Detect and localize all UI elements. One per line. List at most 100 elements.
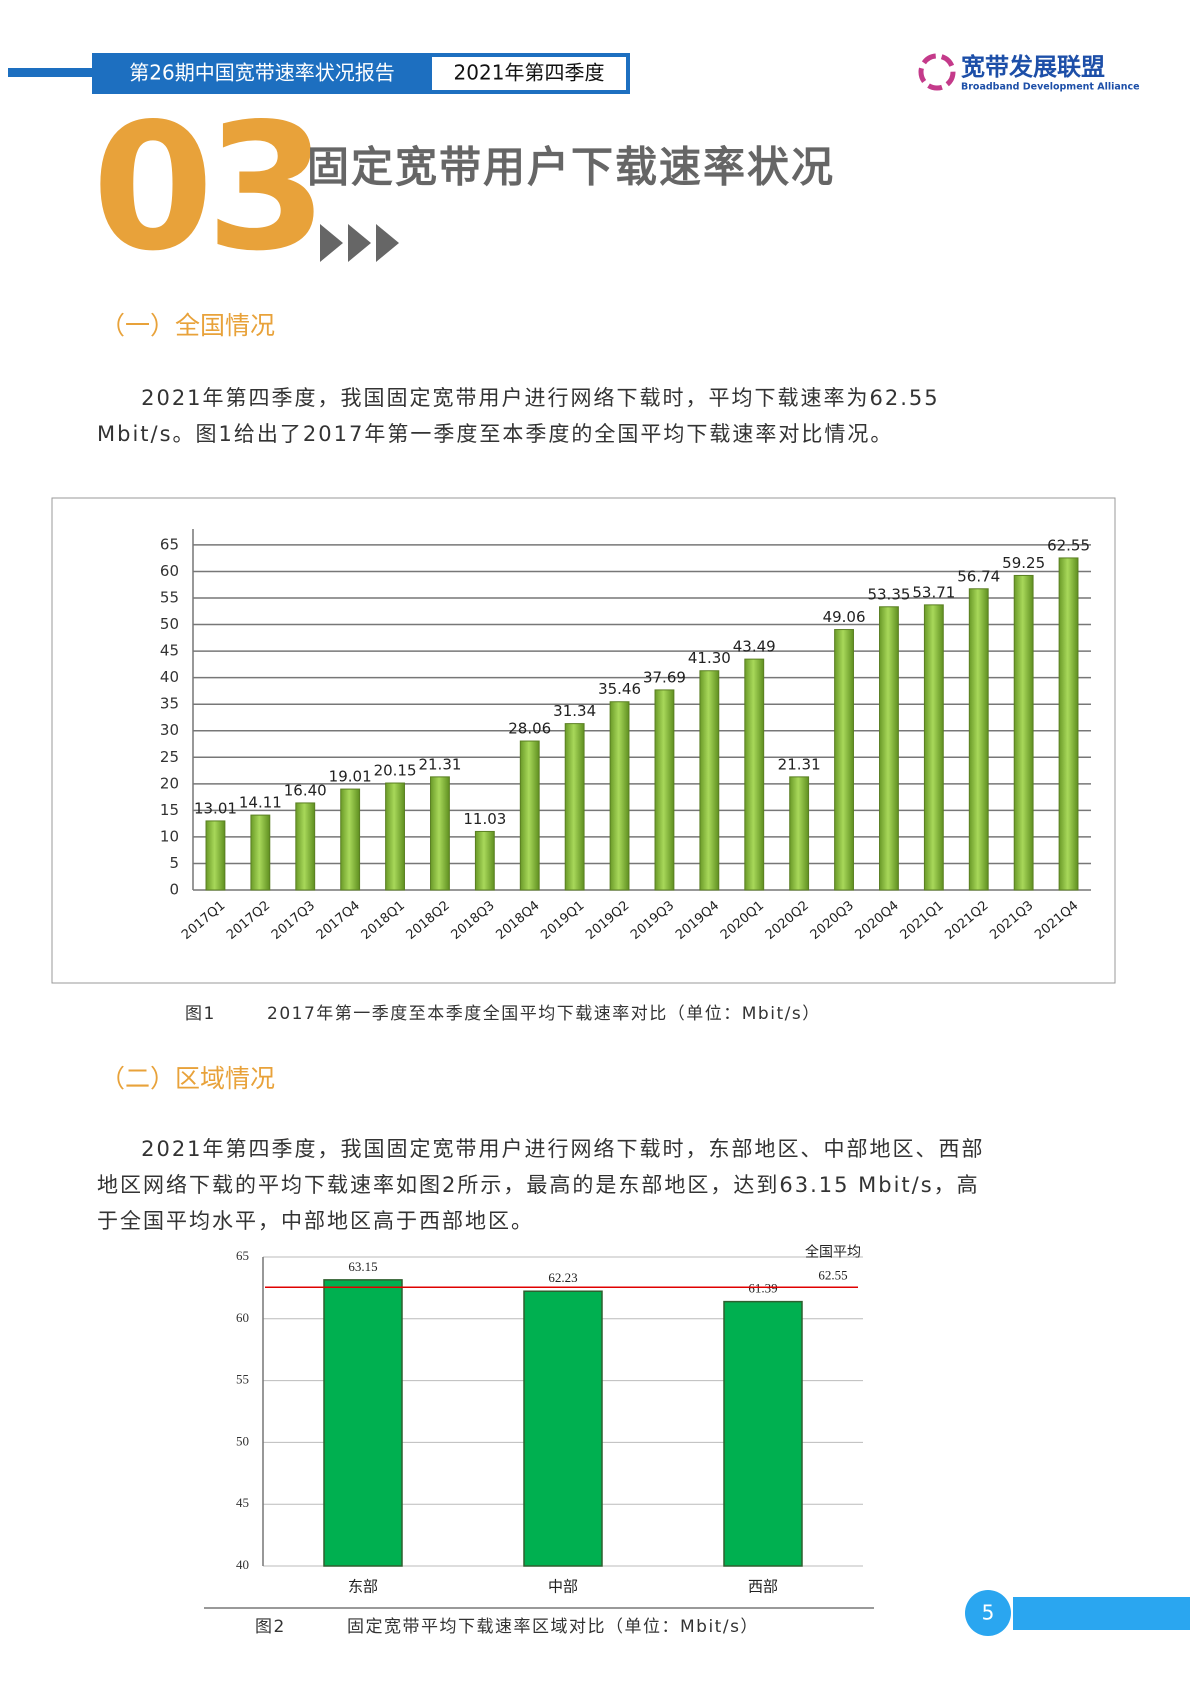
x-tick-label: 2020Q3 — [808, 898, 857, 943]
data-label: 20.15 — [374, 762, 417, 780]
bar — [968, 588, 989, 891]
x-tick-label: 2019Q2 — [583, 898, 632, 943]
data-label: 37.69 — [643, 668, 686, 686]
data-label: 59.25 — [1002, 554, 1045, 572]
data-label: 14.11 — [239, 794, 282, 812]
bar — [205, 820, 226, 891]
header-report: 第26期中国宽带速率状况报告 — [129, 61, 394, 85]
bar — [474, 830, 495, 891]
bar — [744, 658, 765, 891]
y-tick-label: 0 — [169, 881, 179, 899]
page-number: 5 — [982, 1601, 995, 1625]
bar — [834, 629, 854, 891]
data-label: 11.03 — [463, 810, 506, 828]
y-tick-label: 40 — [236, 1557, 249, 1572]
x-tick-label: 2017Q3 — [269, 898, 318, 943]
logo-icon — [918, 53, 956, 91]
bar — [523, 1290, 603, 1567]
y-tick-label: 35 — [160, 695, 179, 713]
chart1-frame — [51, 497, 1116, 984]
y-tick-label: 50 — [236, 1433, 249, 1448]
y-tick-label: 65 — [160, 535, 179, 553]
chapter-title: 固定宽带用户下载速率状况 — [307, 143, 835, 192]
data-label: 31.34 — [553, 702, 596, 720]
bar — [323, 1279, 403, 1567]
data-label: 35.46 — [598, 680, 641, 698]
data-label: 62.23 — [548, 1270, 577, 1285]
x-tick-label: 2018Q1 — [359, 898, 408, 943]
bar — [250, 814, 271, 891]
y-tick-label: 15 — [160, 801, 179, 819]
data-label: 13.01 — [194, 799, 237, 817]
bar — [1058, 557, 1079, 891]
data-label: 43.49 — [733, 638, 776, 656]
y-tick-label: 60 — [160, 562, 179, 580]
x-tick-label: 2021Q2 — [942, 898, 991, 943]
x-tick-label: 2020Q2 — [763, 898, 812, 943]
bar — [879, 606, 899, 891]
bar — [789, 776, 810, 891]
bar — [609, 701, 630, 891]
y-tick-label: 55 — [236, 1372, 249, 1387]
reference-label: 全国平均 — [805, 1244, 861, 1261]
logo-en: Broadband Development Alliance — [961, 82, 1140, 93]
data-label: 21.31 — [778, 755, 821, 773]
bar — [1013, 574, 1034, 891]
x-tick-label: 2019Q3 — [628, 898, 677, 943]
paragraph: 2021年第四季度，我国固定宽带用户进行网络下载时，东部地区、中部地区、西部地区… — [97, 1137, 985, 1233]
y-tick-label: 65 — [236, 1248, 249, 1263]
x-tick-label: 2021Q3 — [987, 898, 1036, 943]
x-tick-label: 2020Q1 — [718, 898, 767, 943]
section-heading: （一）全国情况 — [100, 311, 276, 340]
chapter-arrows — [320, 224, 399, 262]
data-label: 16.40 — [284, 781, 327, 799]
x-tick-label: 2021Q4 — [1032, 898, 1081, 943]
bar — [699, 670, 720, 891]
data-label: 53.35 — [867, 585, 910, 603]
y-tick-label: 20 — [160, 774, 179, 792]
figure-label: 图1 — [185, 1004, 216, 1024]
y-tick-label: 40 — [160, 668, 179, 686]
x-tick-label: 2018Q3 — [449, 898, 498, 943]
data-label: 61.39 — [748, 1281, 777, 1296]
bar — [923, 604, 944, 891]
x-tick-label: 西部 — [748, 1578, 778, 1595]
bar — [723, 1300, 803, 1567]
x-tick-label: 2018Q4 — [493, 898, 542, 943]
header-bar — [8, 68, 96, 77]
section-heading: （二）区域情况 — [100, 1064, 276, 1093]
y-tick-label: 60 — [236, 1310, 249, 1325]
page-circle — [965, 1590, 1011, 1636]
x-tick-label: 2021Q1 — [898, 898, 947, 943]
data-label: 56.74 — [957, 567, 1000, 585]
y-tick-label: 30 — [160, 721, 179, 739]
bar — [519, 740, 540, 891]
y-tick-label: 50 — [160, 615, 179, 633]
paragraph: 2021年第四季度，我国固定宽带用户进行网络下载时，平均下载速率为62.55 M… — [97, 386, 940, 446]
x-tick-label: 2019Q4 — [673, 898, 722, 943]
chart2: 40 45 50 55 60 65 63.15 东部 62.23 中部 61.39 西部 全国平均 62.… — [236, 1244, 863, 1595]
data-label: 53.71 — [912, 583, 955, 601]
x-tick-label: 2018Q2 — [404, 898, 453, 943]
data-label: 28.06 — [508, 720, 551, 738]
bar — [430, 776, 450, 891]
page-tab — [1013, 1597, 1190, 1630]
bar — [340, 788, 361, 891]
figure-label: 图2 — [255, 1617, 286, 1637]
chart1: 0 5 10 15 20 25 30 35 40 45 50 55 60 65 13.01 2017Q1 14.… — [160, 529, 1091, 943]
x-tick-label: 东部 — [348, 1578, 378, 1595]
y-tick-label: 45 — [236, 1495, 249, 1510]
bar — [385, 782, 405, 891]
y-tick-label: 10 — [160, 827, 179, 845]
y-tick-label: 5 — [169, 854, 179, 872]
x-tick-label: 2020Q4 — [853, 898, 902, 943]
data-label: 62.55 — [1047, 536, 1090, 554]
x-tick-label: 2017Q1 — [179, 898, 228, 943]
data-label: 49.06 — [823, 608, 866, 626]
x-tick-label: 中部 — [548, 1578, 578, 1595]
chapter-number: 03 — [92, 87, 320, 290]
bar — [564, 723, 585, 891]
bar — [654, 689, 675, 891]
